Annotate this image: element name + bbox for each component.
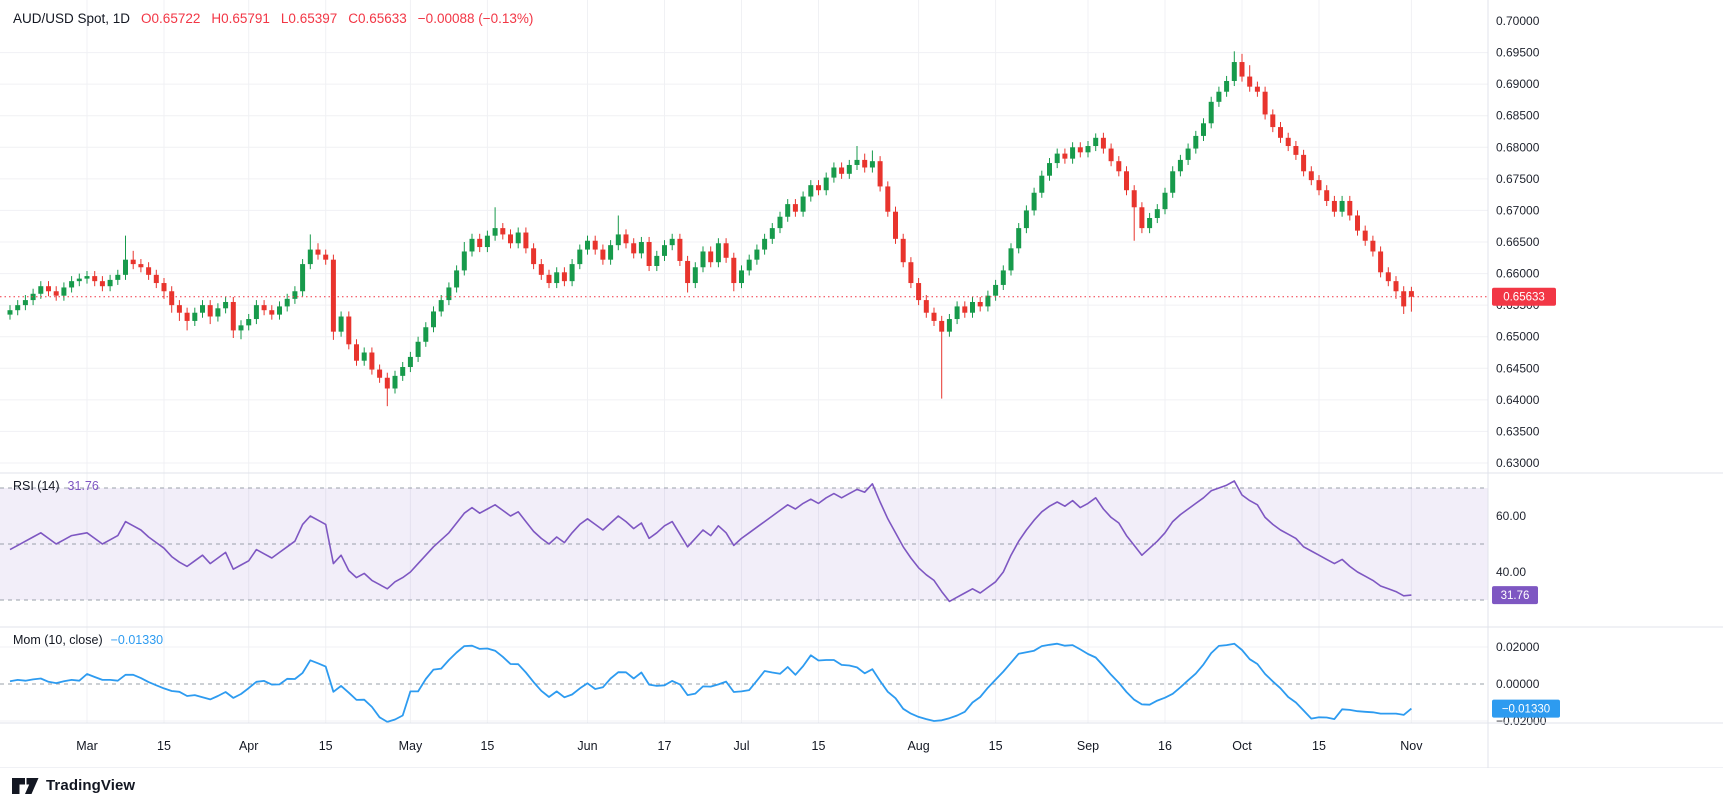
rsi-indicator-legend[interactable]: RSI (14) 31.76 <box>13 479 99 493</box>
svg-text:0.64000: 0.64000 <box>1496 393 1540 407</box>
footer-bar: TradingView <box>0 768 1723 803</box>
svg-text:15: 15 <box>989 739 1003 753</box>
svg-text:0.67500: 0.67500 <box>1496 172 1540 186</box>
rsi-indicator-title: RSI (14) <box>13 479 60 493</box>
momentum-line <box>9 642 1412 723</box>
svg-text:0.64500: 0.64500 <box>1496 361 1540 375</box>
ohlc-change: −0.00088 (−0.13%) <box>417 11 534 26</box>
svg-text:15: 15 <box>1312 739 1326 753</box>
svg-text:0.02000: 0.02000 <box>1496 640 1540 654</box>
svg-text:0.67000: 0.67000 <box>1496 203 1540 217</box>
svg-text:0.70000: 0.70000 <box>1496 14 1540 28</box>
rsi-line <box>9 480 1412 603</box>
svg-text:0.69000: 0.69000 <box>1496 77 1540 91</box>
svg-text:31.76: 31.76 <box>1501 590 1530 602</box>
momentum-indicator-legend[interactable]: Mom (10, close) −0.01330 <box>13 633 163 647</box>
svg-text:40.00: 40.00 <box>1496 565 1526 579</box>
svg-text:0.65000: 0.65000 <box>1496 330 1540 344</box>
svg-text:Jun: Jun <box>577 739 597 753</box>
svg-text:0.65633: 0.65633 <box>1503 292 1545 304</box>
tradingview-logo-icon[interactable] <box>12 775 39 797</box>
svg-text:0.66000: 0.66000 <box>1496 267 1540 281</box>
tradingview-brand-text[interactable]: TradingView <box>46 777 136 794</box>
svg-text:0.68500: 0.68500 <box>1496 109 1540 123</box>
ohlc-open: O0.65722 <box>141 11 201 26</box>
svg-text:0.68000: 0.68000 <box>1496 140 1540 154</box>
svg-text:17: 17 <box>658 739 672 753</box>
svg-text:Apr: Apr <box>239 739 258 753</box>
rsi-indicator-value: 31.76 <box>67 479 99 493</box>
svg-text:15: 15 <box>157 739 171 753</box>
svg-text:May: May <box>399 739 423 753</box>
chart-canvas[interactable]: 0.70000 0.69500 0.69000 0.68500 0.68000 0.675… <box>0 0 1723 768</box>
last-price-badge: 0.65633 <box>1492 287 1556 306</box>
symbol-legend[interactable]: AUD/USD Spot, 1D O0.65722 H0.65791 L0.65… <box>13 11 533 26</box>
svg-text:Oct: Oct <box>1232 739 1252 753</box>
svg-text:0.00000: 0.00000 <box>1496 677 1540 691</box>
svg-text:15: 15 <box>319 739 333 753</box>
momentum-indicator-value: −0.01330 <box>110 633 164 647</box>
svg-text:−0.01330: −0.01330 <box>1502 704 1550 716</box>
svg-text:Sep: Sep <box>1077 739 1099 753</box>
candles <box>7 51 1414 407</box>
svg-text:16: 16 <box>1158 739 1172 753</box>
svg-text:15: 15 <box>480 739 494 753</box>
ohlc-low: L0.65397 <box>280 11 338 26</box>
rsi-value-badge: 31.76 <box>1492 586 1538 605</box>
ohlc-close: C0.65633 <box>348 11 407 26</box>
symbol-title: AUD/USD Spot, 1D <box>13 11 131 26</box>
momentum-indicator-title: Mom (10, close) <box>13 633 103 647</box>
svg-text:15: 15 <box>812 739 826 753</box>
svg-text:0.66500: 0.66500 <box>1496 235 1540 249</box>
svg-text:0.63500: 0.63500 <box>1496 424 1540 438</box>
svg-text:Aug: Aug <box>907 739 929 753</box>
momentum-value-badge: −0.01330 <box>1492 699 1560 718</box>
svg-text:0.69500: 0.69500 <box>1496 46 1540 60</box>
svg-text:60.00: 60.00 <box>1496 509 1526 523</box>
svg-text:Mar: Mar <box>76 739 98 753</box>
time-axis[interactable]: Mar 15 Apr 15 May 15 Jun 17 Jul 15 Aug 15 Sep 16 Oct 15… <box>76 739 1423 753</box>
svg-text:0.63000: 0.63000 <box>1496 456 1540 470</box>
svg-text:Nov: Nov <box>1400 739 1423 753</box>
ohlc-high: H0.65791 <box>211 11 270 26</box>
svg-text:Jul: Jul <box>734 739 750 753</box>
